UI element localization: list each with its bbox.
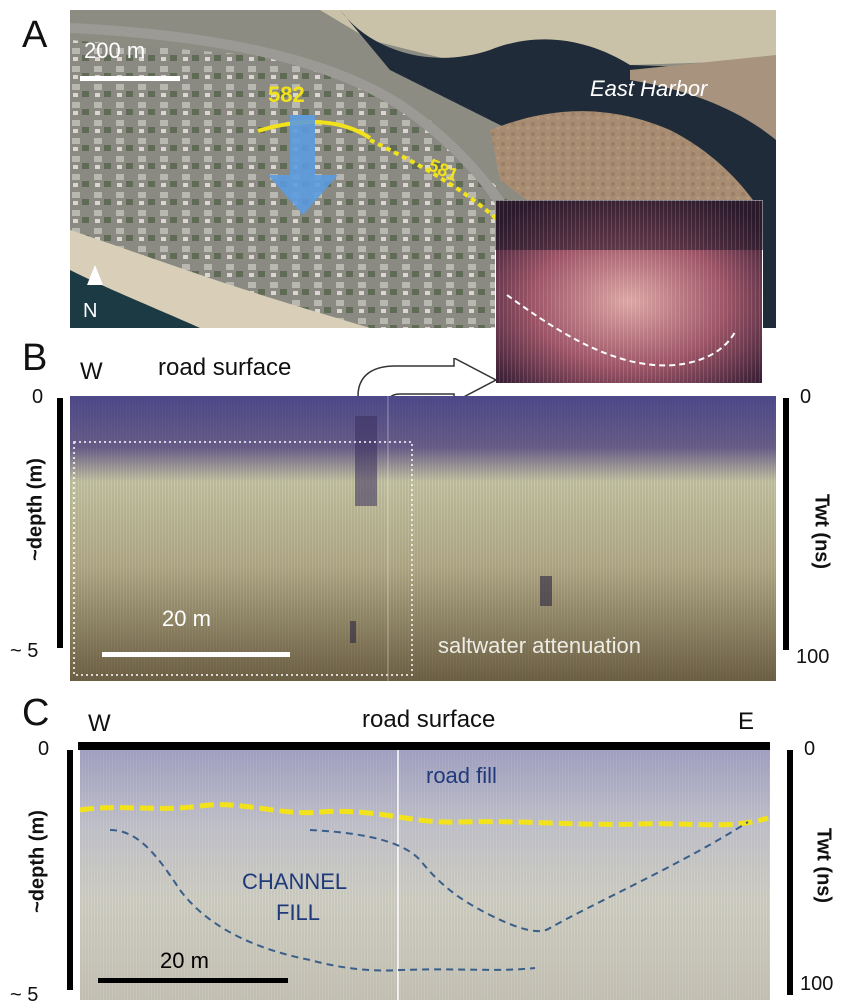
panel-c-surface-line: [78, 742, 770, 750]
gpr-profile-c: [80, 750, 770, 1000]
panel-c-west-label: W: [88, 710, 111, 737]
panel-b-depth-axis-label: ~depth (m): [24, 458, 47, 561]
panel-c-time-axis-label: Twt (ns): [812, 827, 835, 904]
panel-c-depth-top: 0: [38, 738, 50, 760]
panel-b-depth-bar: [57, 398, 63, 648]
panel-b-surface-label: road surface: [158, 354, 292, 381]
panel-b-time-top: 0: [800, 386, 812, 408]
panel-c-depth-bottom: ~ 5: [10, 984, 39, 1006]
panel-c-time-bottom: 100: [800, 973, 834, 995]
panel-c-letter: C: [22, 692, 50, 734]
panel-b-depth-top: 0: [32, 386, 44, 408]
panel-c-scale-label: 20 m: [160, 948, 209, 973]
panel-b-depth-bottom: ~ 5: [10, 640, 39, 662]
panel-a-scale-label: 200 m: [84, 38, 146, 63]
line-582-label: 582: [268, 82, 305, 107]
panel-b-letter: B: [22, 337, 48, 379]
road-fill-label: road fill: [426, 763, 497, 788]
panel-c-east-label: E: [738, 708, 755, 735]
panel-c-time-bar: [787, 750, 793, 995]
panel-c-surface-label: road surface: [362, 706, 496, 733]
panel-c-time-top: 0: [804, 738, 816, 760]
panel-b-time-axis-label: Twt (ns): [810, 493, 833, 570]
panel-c-depth-bar: [67, 750, 73, 990]
saltwater-attenuation-label: saltwater attenuation: [438, 633, 642, 658]
panel-b-time-bar: [783, 398, 789, 650]
north-label: N: [83, 300, 98, 322]
gpr-profile-b: [70, 396, 776, 681]
panel-b-scale-label: 20 m: [162, 606, 211, 631]
panel-b-time-bottom: 100: [796, 646, 830, 668]
east-harbor-label: East Harbor: [590, 76, 708, 101]
panel-c-depth-axis-label: ~depth (m): [26, 810, 49, 913]
panel-b-west-label: W: [80, 358, 103, 385]
channel-label-line1: CHANNEL: [242, 869, 348, 894]
channel-label-line2: FILL: [276, 900, 321, 925]
panel-a-letter: A: [22, 14, 48, 56]
inset-zoom: [495, 200, 763, 384]
